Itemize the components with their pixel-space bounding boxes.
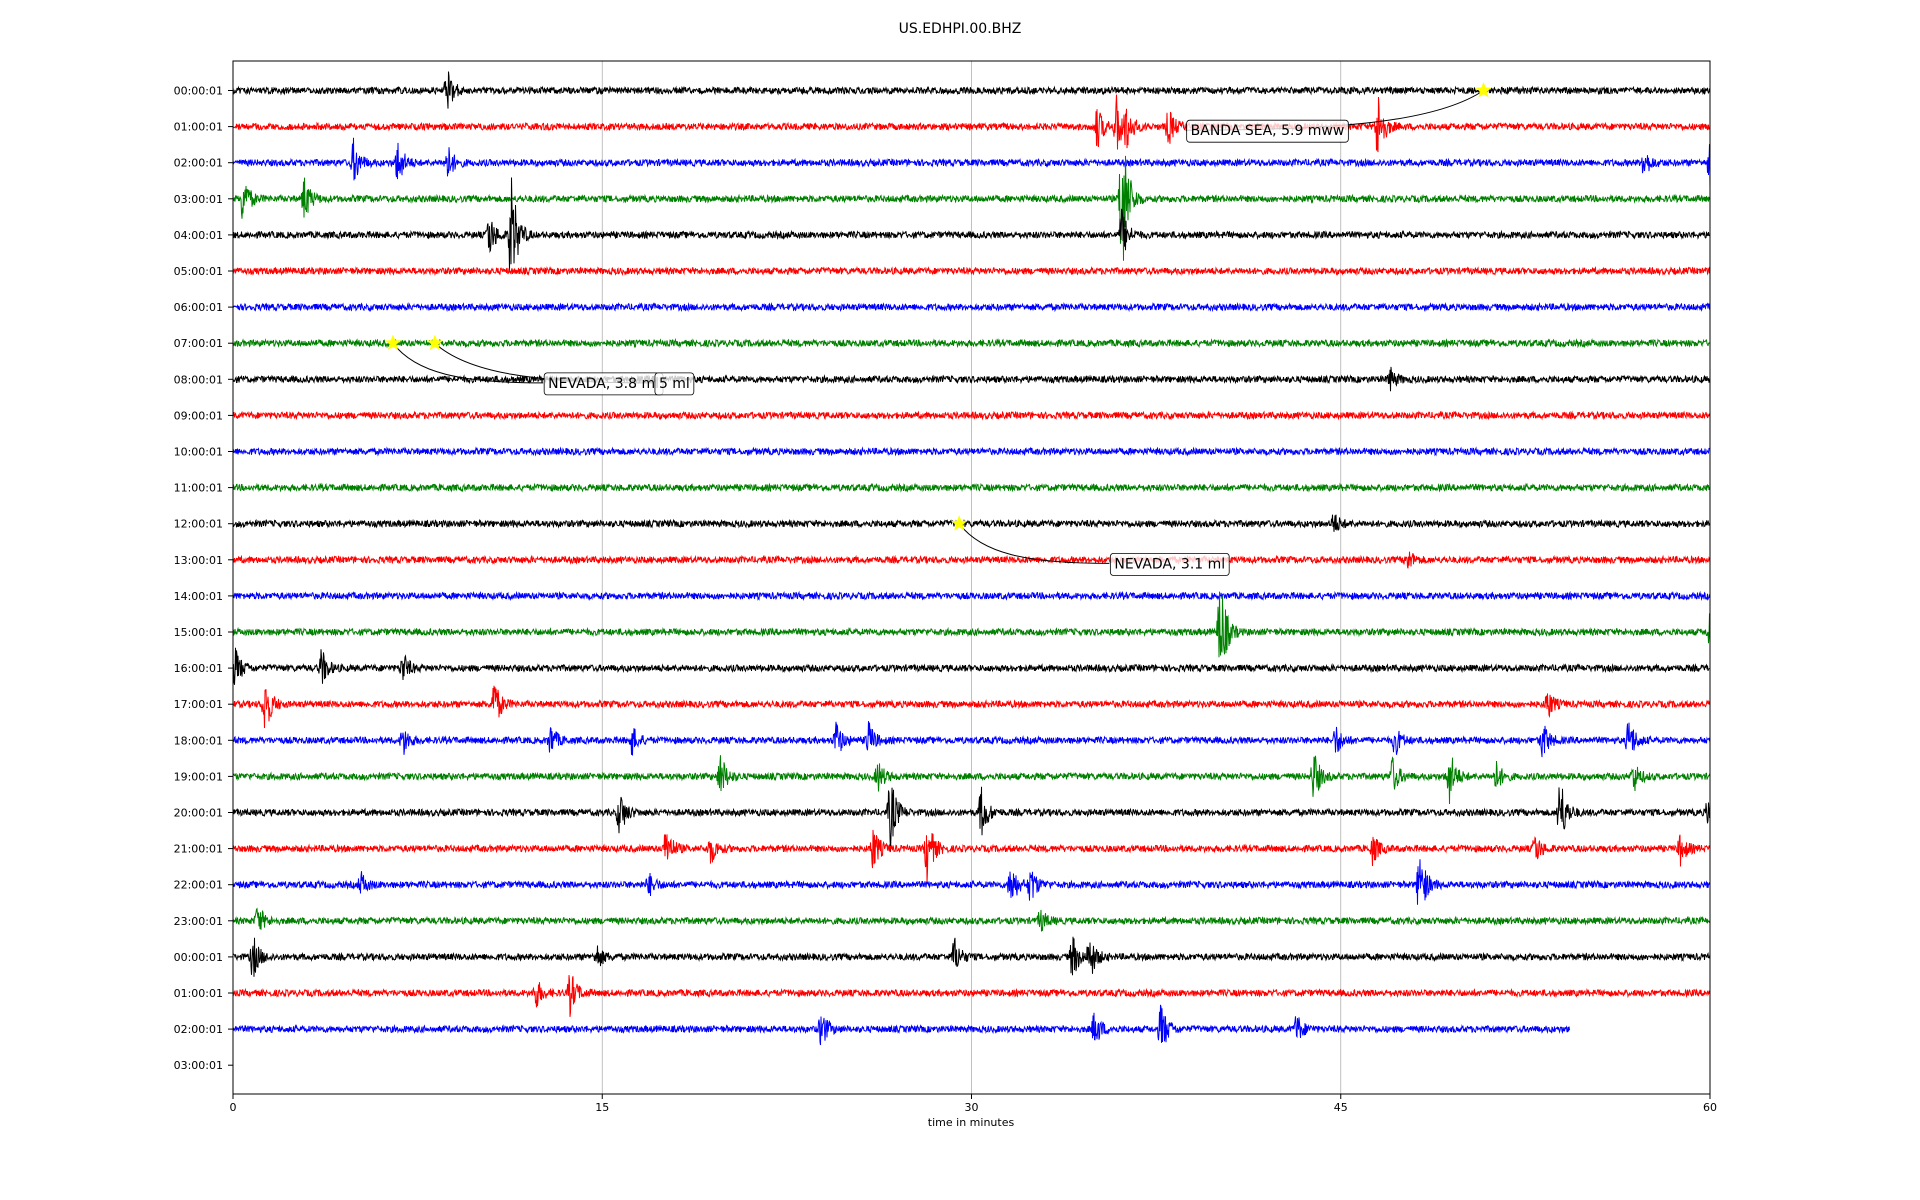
trace-line bbox=[233, 410, 1710, 421]
trace-line bbox=[233, 514, 1710, 532]
trace-line bbox=[233, 859, 1710, 905]
annotation-label: NEVADA, 3.8 ml bbox=[543, 372, 664, 396]
trace-line bbox=[233, 551, 1710, 569]
annotation-connectors bbox=[392, 90, 1484, 564]
trace-line bbox=[233, 647, 1710, 685]
trace-line bbox=[233, 936, 1710, 977]
annotation-connector bbox=[392, 342, 544, 384]
trace-line bbox=[233, 301, 1710, 313]
x-tick-label: 15 bbox=[595, 1101, 609, 1114]
event-star-marker bbox=[384, 334, 402, 351]
grid-lines bbox=[601, 61, 1342, 1094]
x-tick-label: 45 bbox=[1334, 1101, 1348, 1114]
y-tick-label: 03:00:01 bbox=[174, 193, 223, 206]
y-tick-label: 17:00:01 bbox=[174, 698, 223, 711]
annotation-text: NEVADA, 3.1 ml bbox=[1114, 556, 1225, 572]
trace-line bbox=[233, 446, 1710, 457]
y-tick-label: 22:00:01 bbox=[174, 879, 223, 892]
y-tick-label: 18:00:01 bbox=[174, 734, 223, 747]
trace-line bbox=[233, 685, 1710, 729]
trace-line bbox=[233, 591, 1710, 658]
y-tick-label: 15:00:01 bbox=[174, 626, 223, 639]
chart-title: US.EDHPI.00.BHZ bbox=[898, 21, 1022, 37]
annotation-box bbox=[654, 372, 695, 396]
y-tick-label: 14:00:01 bbox=[174, 590, 223, 603]
x-tick-label: 30 bbox=[965, 1101, 979, 1114]
trace-line bbox=[233, 786, 1710, 852]
y-tick-label: 23:00:01 bbox=[174, 915, 223, 928]
event-star-marker bbox=[950, 514, 968, 531]
trace-line bbox=[233, 94, 1710, 153]
trace-line bbox=[233, 907, 1710, 932]
y-tick-label: 05:00:01 bbox=[174, 265, 223, 278]
annotation-box bbox=[1109, 553, 1230, 576]
y-tick-label: 00:00:01 bbox=[174, 951, 223, 964]
y-tick-label: 01:00:01 bbox=[174, 121, 223, 134]
y-tick-label: 02:00:01 bbox=[174, 157, 223, 170]
y-tick-label: 08:00:01 bbox=[174, 373, 223, 386]
trace-line bbox=[233, 366, 1710, 392]
y-tick-label: 02:00:01 bbox=[174, 1023, 223, 1036]
y-tick-label: 01:00:01 bbox=[174, 987, 223, 1000]
annotation-label: 5 ml bbox=[654, 372, 695, 396]
y-axis: 00:00:01 01:00:01 02:00:01 03:00:01 04:00:01… bbox=[174, 85, 233, 1072]
trace-line bbox=[233, 721, 1710, 758]
y-tick-label: 10:00:01 bbox=[174, 446, 223, 459]
y-tick-label: 09:00:01 bbox=[174, 409, 223, 422]
x-tick-label: 60 bbox=[1703, 1101, 1717, 1114]
trace-line bbox=[233, 1004, 1570, 1046]
annotations: BANDA SEA, 5.9 mww NEVADA, 3.8 ml 5 ml NEVA… bbox=[384, 81, 1492, 576]
annotation-box bbox=[1186, 119, 1349, 143]
y-tick-label: 06:00:01 bbox=[174, 301, 223, 314]
annotation-label: NEVADA, 3.1 ml bbox=[1109, 553, 1230, 576]
y-tick-label: 19:00:01 bbox=[174, 770, 223, 783]
y-tick-label: 20:00:01 bbox=[174, 807, 223, 820]
annotation-text: 5 ml bbox=[659, 376, 690, 392]
traces bbox=[233, 71, 1710, 1046]
trace-line bbox=[233, 155, 1710, 261]
event-star-marker bbox=[1475, 81, 1492, 98]
annotation-text: BANDA SEA, 5.9 mww bbox=[1191, 123, 1345, 139]
x-tick-label: 0 bbox=[230, 1101, 237, 1114]
y-tick-label: 11:00:01 bbox=[174, 482, 223, 495]
y-tick-label: 12:00:01 bbox=[174, 518, 223, 531]
trace-line bbox=[233, 975, 1710, 1017]
trace-line bbox=[233, 829, 1710, 884]
y-tick-label: 07:00:01 bbox=[174, 337, 223, 350]
x-axis: 0 15 30 45 60 bbox=[230, 1094, 1717, 1114]
trace-line bbox=[233, 177, 1710, 272]
x-axis-label: time in minutes bbox=[928, 1116, 1015, 1129]
y-tick-label: 03:00:01 bbox=[174, 1059, 223, 1072]
y-tick-label: 21:00:01 bbox=[174, 843, 223, 856]
trace-line bbox=[233, 755, 1710, 805]
annotation-label: BANDA SEA, 5.9 mww bbox=[1186, 119, 1349, 143]
trace-line bbox=[233, 482, 1710, 493]
y-tick-label: 16:00:01 bbox=[174, 662, 223, 675]
annotation-connector bbox=[958, 523, 1110, 564]
trace-line bbox=[233, 338, 1710, 349]
trace-line bbox=[233, 137, 1710, 189]
y-tick-label: 00:00:01 bbox=[174, 85, 223, 98]
trace-line bbox=[233, 71, 1710, 109]
trace-line bbox=[233, 590, 1710, 602]
annotation-text: NEVADA, 3.8 ml bbox=[548, 376, 659, 392]
y-tick-label: 04:00:01 bbox=[174, 229, 223, 242]
trace-line bbox=[233, 265, 1710, 277]
y-tick-label: 13:00:01 bbox=[174, 554, 223, 567]
event-star-marker bbox=[426, 334, 444, 351]
